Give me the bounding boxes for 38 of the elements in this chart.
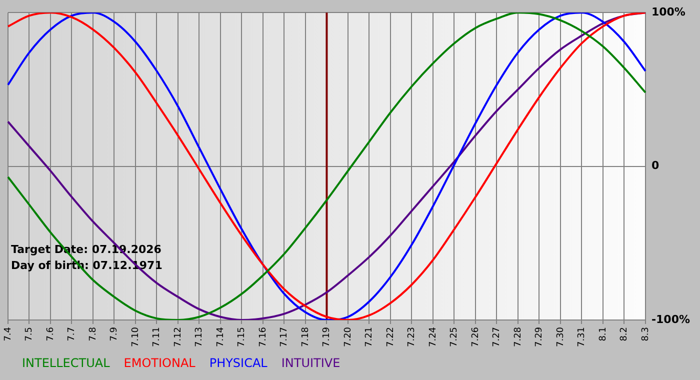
- y-tick-label: -100%: [651, 312, 690, 326]
- x-tick-label: 7.13: [194, 326, 205, 348]
- x-tick-label: 7.20: [343, 326, 354, 348]
- text: PHYSICAL: [209, 356, 268, 370]
- x-tick-label: 7.15: [237, 326, 248, 348]
- x-tick-label: 8.2: [620, 326, 630, 342]
- x-tick-label: 7.8: [88, 326, 98, 342]
- x-tick-label: 7.28: [513, 326, 524, 348]
- x-tick-label: 7.4: [3, 326, 14, 342]
- x-tick-label: 7.5: [24, 326, 35, 342]
- x-tick-label: 7.10: [130, 326, 141, 348]
- x-tick-label: 7.21: [364, 326, 375, 348]
- x-tick-label: 7.25: [450, 326, 460, 348]
- x-tick-label: 7.6: [46, 326, 56, 342]
- x-tick-label: 7.17: [280, 326, 290, 348]
- x-tick-label: 7.19: [322, 326, 332, 348]
- text: EMOTIONAL: [124, 356, 196, 370]
- x-tick-label: 7.16: [258, 326, 268, 348]
- x-tick-label: 7.24: [428, 326, 438, 348]
- x-tick-label: 7.14: [216, 326, 226, 348]
- x-tick-label: 7.22: [386, 326, 396, 348]
- text: INTELLECTUAL: [22, 356, 110, 370]
- x-tick-label: 7.7: [67, 326, 78, 342]
- x-tick-label: 7.30: [556, 326, 566, 348]
- x-tick-label: 7.23: [407, 326, 418, 348]
- x-tick-label: 8.1: [598, 326, 608, 342]
- x-tick-label: 7.31: [577, 326, 588, 348]
- x-tick-label: 7.11: [152, 326, 162, 348]
- x-tick-label: 7.18: [300, 326, 311, 348]
- y-tick-label: 100%: [651, 5, 686, 18]
- x-tick-label: 7.26: [470, 326, 481, 348]
- x-tick-label: 8.3: [640, 326, 651, 342]
- x-tick-label: 7.9: [110, 326, 120, 342]
- y-tick-label: 0: [651, 159, 660, 172]
- x-tick-label: 7.12: [173, 326, 184, 348]
- text: INTUITIVE: [281, 356, 340, 370]
- x-tick-label: 7.29: [534, 326, 545, 348]
- x-tick-label: 7.27: [492, 326, 502, 348]
